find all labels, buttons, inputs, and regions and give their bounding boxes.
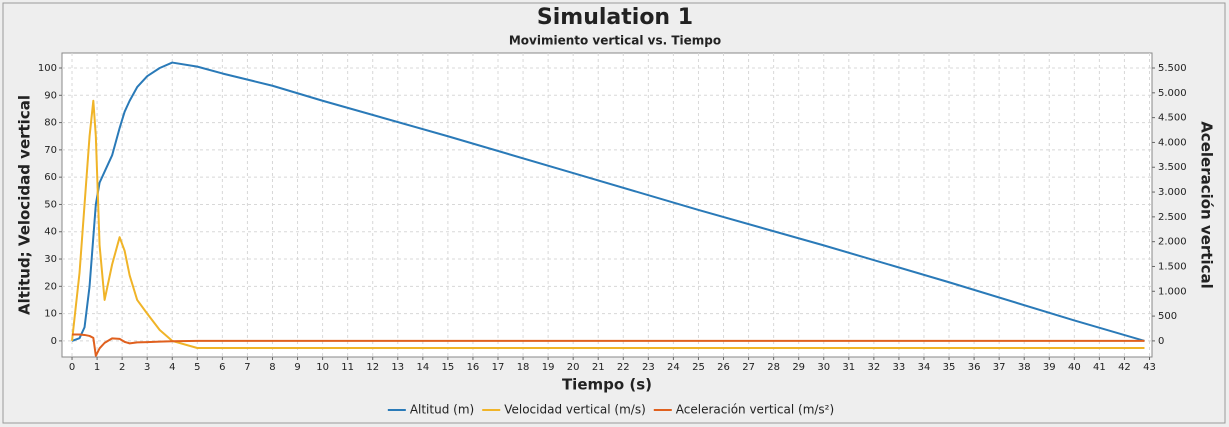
x-tick-label: 34: [918, 362, 931, 373]
y-axis-label: Altitud; Velocidad vertical: [16, 95, 34, 315]
series-line: [71, 99, 1145, 349]
chart-subtitle: Movimiento vertical vs. Tiempo: [509, 34, 721, 48]
x-tick-label: 3: [144, 362, 150, 373]
x-tick-label: 40: [1068, 362, 1081, 373]
x-tick-label: 27: [742, 362, 755, 373]
legend-label: Aceleración vertical (m/s²): [676, 403, 834, 417]
x-tick-label: 30: [817, 362, 830, 373]
series-line: [72, 333, 1145, 357]
y-tick-label: 60: [44, 172, 57, 183]
x-tick-label: 43: [1143, 362, 1156, 373]
x-tick-label: 31: [842, 362, 855, 373]
y2-tick-label: 500: [1158, 311, 1177, 322]
x-tick-label: 24: [667, 362, 680, 373]
x-tick-label: 8: [269, 362, 275, 373]
legend-label: Velocidad vertical (m/s): [504, 403, 646, 417]
series-line: [71, 61, 1145, 342]
y2-tick-label: 1.000: [1158, 286, 1187, 297]
y2-axis-label: Aceleración vertical: [1198, 121, 1216, 289]
y-tick-label: 10: [44, 309, 57, 320]
x-tick-label: 32: [867, 362, 880, 373]
x-tick-label: 25: [692, 362, 705, 373]
x-tick-label: 42: [1118, 362, 1131, 373]
y-tick-label: 70: [44, 145, 57, 156]
x-tick-label: 39: [1043, 362, 1056, 373]
x-tick-label: 11: [341, 362, 354, 373]
y2-tick-label: 3.500: [1158, 162, 1187, 173]
y2-tick-label: 5.000: [1158, 88, 1187, 99]
x-tick-label: 15: [442, 362, 455, 373]
chart-title: Simulation 1: [537, 5, 693, 30]
y-tick-label: 100: [38, 63, 57, 74]
x-tick-label: 2: [119, 362, 125, 373]
plot-area: [61, 52, 1153, 358]
x-tick-label: 29: [792, 362, 805, 373]
y-tick-label: 0: [51, 336, 57, 347]
x-tick-label: 1: [94, 362, 100, 373]
x-tick-label: 23: [642, 362, 655, 373]
x-tick-label: 35: [943, 362, 956, 373]
x-tick-label: 33: [893, 362, 906, 373]
x-tick-label: 18: [517, 362, 530, 373]
x-tick-label: 13: [391, 362, 404, 373]
x-tick-label: 4: [169, 362, 175, 373]
x-tick-label: 16: [467, 362, 480, 373]
x-tick-label: 28: [767, 362, 780, 373]
y2-tick-label: 4.000: [1158, 137, 1187, 148]
y2-tick-label: 0: [1158, 336, 1164, 347]
x-tick-label: 9: [294, 362, 300, 373]
x-tick-label: 21: [592, 362, 605, 373]
x-axis-label: Tiempo (s): [562, 376, 652, 394]
y2-tick-label: 2.500: [1158, 212, 1187, 223]
x-tick-label: 37: [993, 362, 1006, 373]
x-tick-label: 38: [1018, 362, 1031, 373]
x-tick-label: 22: [617, 362, 630, 373]
y2-tick-label: 1.500: [1158, 261, 1187, 272]
y-tick-label: 20: [44, 281, 57, 292]
x-tick-label: 12: [366, 362, 379, 373]
x-tick-label: 5: [194, 362, 200, 373]
x-tick-label: 7: [244, 362, 250, 373]
x-tick-label: 19: [542, 362, 555, 373]
x-tick-label: 36: [968, 362, 981, 373]
x-tick-label: 14: [416, 362, 429, 373]
y-tick-label: 50: [44, 199, 57, 210]
y2-tick-label: 4.500: [1158, 113, 1187, 124]
x-tick-label: 0: [69, 362, 75, 373]
y-tick-label: 80: [44, 118, 57, 129]
x-tick-label: 17: [492, 362, 505, 373]
y2-tick-label: 3.000: [1158, 187, 1187, 198]
x-tick-label: 26: [717, 362, 730, 373]
y2-tick-label: 5.500: [1158, 63, 1187, 74]
y-tick-label: 30: [44, 254, 57, 265]
y2-tick-label: 2.000: [1158, 237, 1187, 248]
x-tick-label: 10: [316, 362, 329, 373]
x-tick-label: 41: [1093, 362, 1106, 373]
y-tick-label: 40: [44, 227, 57, 238]
y-tick-label: 90: [44, 90, 57, 101]
x-tick-label: 6: [219, 362, 225, 373]
legend-label: Altitud (m): [410, 403, 474, 417]
x-tick-label: 20: [567, 362, 580, 373]
